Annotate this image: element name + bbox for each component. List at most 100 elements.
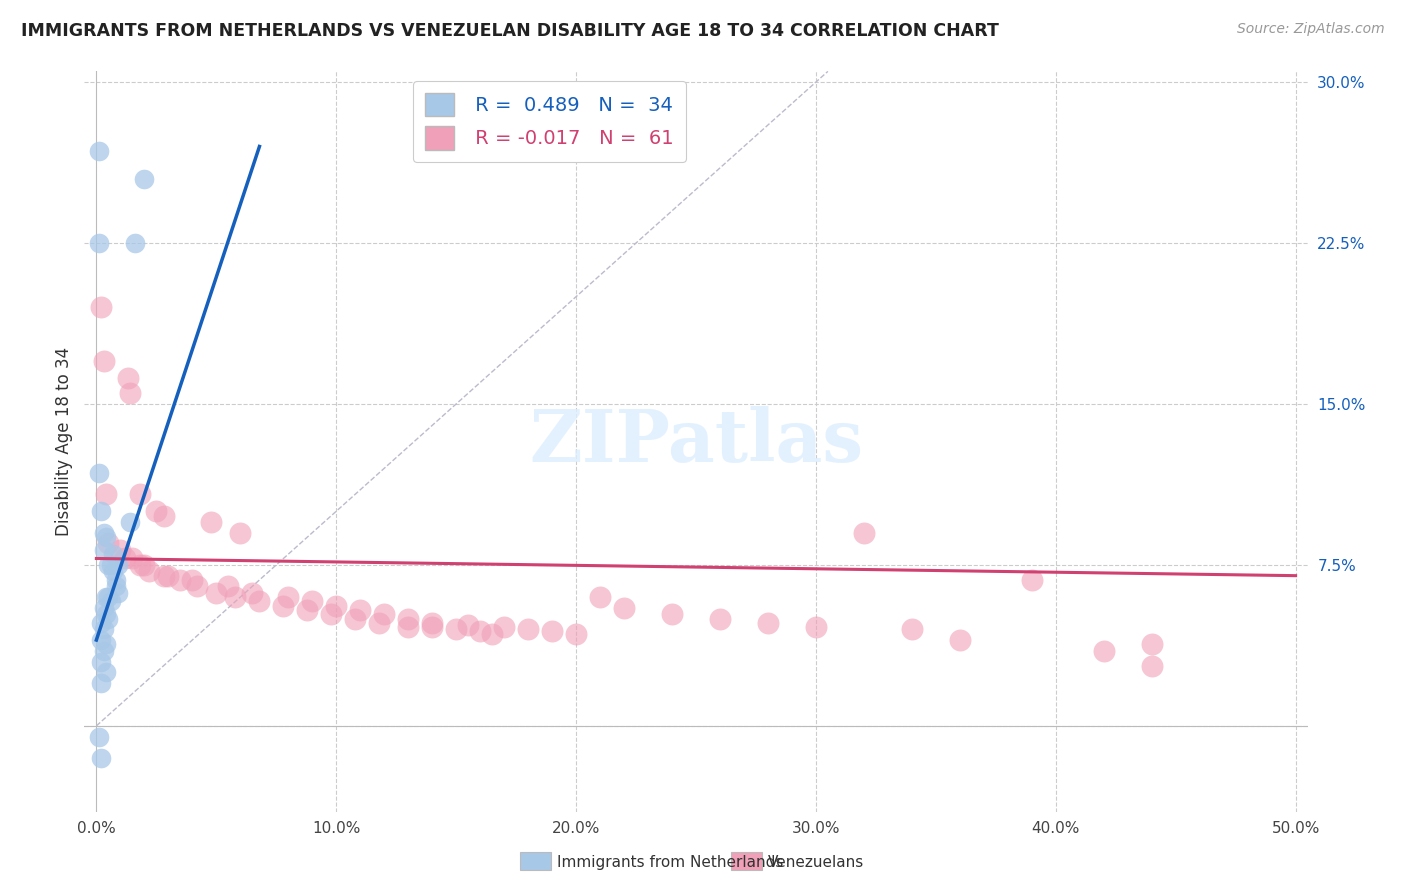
Point <box>468 624 491 639</box>
Point <box>368 615 391 630</box>
Point <box>101 547 124 561</box>
Point <box>420 620 443 634</box>
Point <box>457 618 479 632</box>
Text: Immigrants from Netherlands: Immigrants from Netherlands <box>557 855 783 870</box>
Point <box>205 586 228 600</box>
Point <box>93 525 115 540</box>
Point <box>118 386 141 401</box>
Point <box>756 615 779 630</box>
Point <box>273 599 295 613</box>
Point <box>87 466 110 480</box>
Point <box>481 626 503 640</box>
Point <box>138 565 160 579</box>
Point <box>90 655 112 669</box>
Point <box>217 579 239 593</box>
Point <box>87 144 110 158</box>
Point <box>100 594 122 608</box>
Point <box>110 542 132 557</box>
Point <box>94 487 117 501</box>
Point <box>134 558 156 572</box>
Point <box>101 565 124 579</box>
Point <box>107 586 129 600</box>
Y-axis label: Disability Age 18 to 34: Disability Age 18 to 34 <box>55 347 73 536</box>
Point <box>93 644 115 658</box>
Point <box>94 590 117 604</box>
Point <box>128 558 150 572</box>
Point <box>1092 644 1115 658</box>
Point <box>90 751 112 765</box>
Point <box>90 301 112 315</box>
Point <box>97 536 120 550</box>
Point <box>90 615 112 630</box>
Point <box>344 611 367 625</box>
Point <box>297 603 319 617</box>
Text: ZIPatlas: ZIPatlas <box>529 406 863 477</box>
Point <box>87 730 110 744</box>
Point <box>494 620 516 634</box>
Point <box>517 623 540 637</box>
Point <box>93 542 115 557</box>
Point <box>444 623 467 637</box>
Point <box>94 530 117 544</box>
Point <box>94 637 117 651</box>
Point <box>90 676 112 690</box>
Point <box>661 607 683 622</box>
Point <box>949 633 972 648</box>
Point <box>901 623 924 637</box>
Point <box>157 568 180 582</box>
Point <box>349 603 371 617</box>
Point <box>117 371 139 385</box>
Point <box>90 633 112 648</box>
Point <box>1021 573 1043 587</box>
Point <box>240 586 263 600</box>
Point <box>1140 658 1163 673</box>
Point <box>852 525 875 540</box>
Point <box>121 551 143 566</box>
Point <box>396 620 419 634</box>
Point <box>152 568 174 582</box>
Point <box>100 558 122 572</box>
Point <box>186 579 208 593</box>
Point <box>97 590 120 604</box>
Text: IMMIGRANTS FROM NETHERLANDS VS VENEZUELAN DISABILITY AGE 18 TO 34 CORRELATION CH: IMMIGRANTS FROM NETHERLANDS VS VENEZUELA… <box>21 22 1000 40</box>
Point <box>565 626 588 640</box>
Point <box>224 590 246 604</box>
Text: Source: ZipAtlas.com: Source: ZipAtlas.com <box>1237 22 1385 37</box>
Point <box>804 620 827 634</box>
Point <box>134 171 156 186</box>
Point <box>114 551 136 566</box>
Point <box>541 624 564 639</box>
Point <box>104 573 127 587</box>
Point <box>613 600 636 615</box>
Point <box>301 594 323 608</box>
Point <box>169 573 191 587</box>
Point <box>93 600 115 615</box>
Point <box>1140 637 1163 651</box>
Point <box>145 504 167 518</box>
Point <box>229 525 252 540</box>
Point <box>93 623 115 637</box>
Point <box>321 607 343 622</box>
Point <box>589 590 612 604</box>
Point <box>396 611 419 625</box>
Point <box>124 235 146 250</box>
Point <box>118 515 141 529</box>
Point <box>94 607 117 622</box>
Text: Venezuelans: Venezuelans <box>768 855 863 870</box>
Point <box>97 558 120 572</box>
Point <box>104 579 127 593</box>
Legend:  R =  0.489   N =  34,  R = -0.017   N =  61: R = 0.489 N = 34, R = -0.017 N = 61 <box>413 81 686 161</box>
Point <box>709 611 731 625</box>
Point <box>107 558 129 572</box>
Point <box>94 665 117 680</box>
Point <box>373 607 395 622</box>
Point <box>152 508 174 523</box>
Point <box>97 611 120 625</box>
Point <box>93 354 115 368</box>
Point <box>90 504 112 518</box>
Point <box>325 599 347 613</box>
Point <box>249 594 271 608</box>
Point <box>200 515 222 529</box>
Point <box>128 487 150 501</box>
Point <box>420 615 443 630</box>
